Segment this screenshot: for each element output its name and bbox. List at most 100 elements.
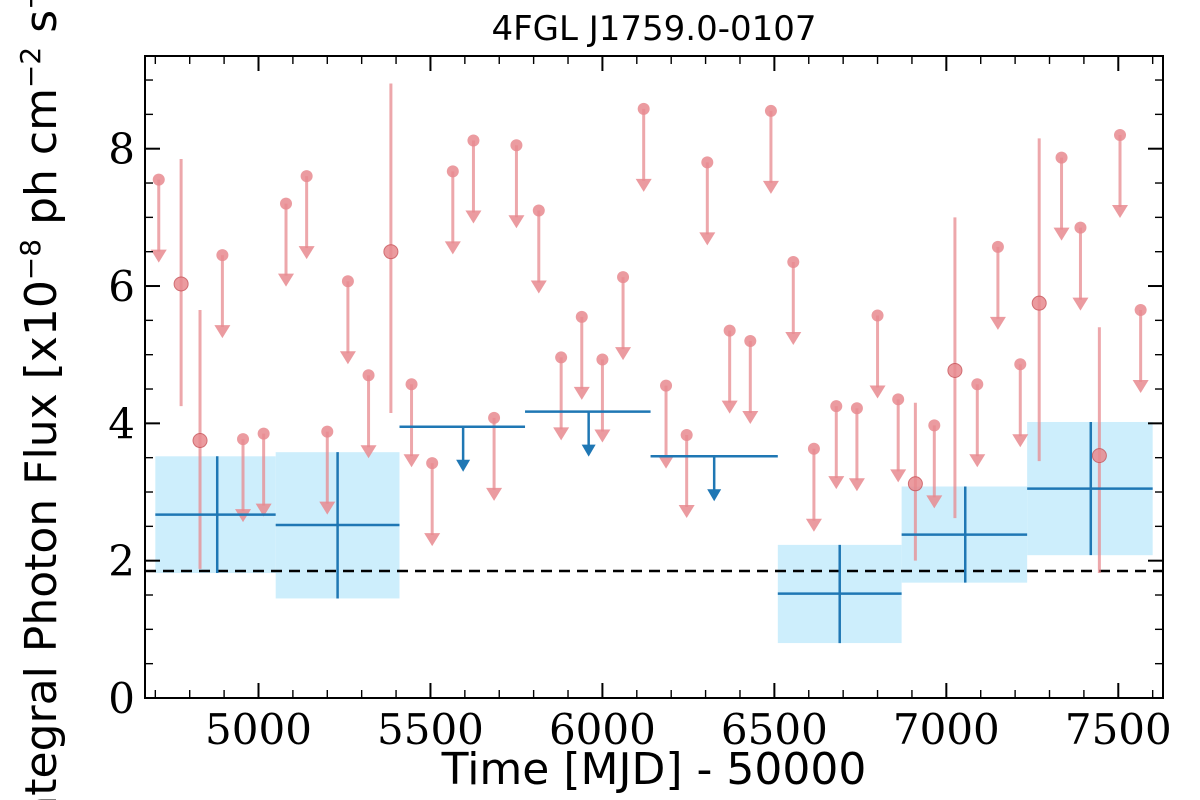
y-axis-label-end: s	[16, 10, 67, 47]
y-axis-label-exp3: −1	[14, 0, 47, 10]
short-bin-limit-point	[1055, 151, 1068, 164]
short-bin-limit-arrowhead	[360, 445, 377, 459]
short-bin-limit-point	[575, 310, 588, 323]
y-axis-label: Integral Photon Flux [x10−8 ph cm−2 s−1]	[14, 0, 67, 800]
short-bin-limit-arrowhead	[486, 487, 503, 501]
short-bin-limit-point	[807, 442, 820, 455]
long-bin-detection	[777, 544, 902, 644]
short-bin-limit-point	[1114, 128, 1127, 141]
short-bin-upper-limit	[699, 156, 716, 246]
short-bin-limit-point	[830, 400, 843, 413]
x-axis-label: Time [MJD] - 50000	[441, 744, 867, 795]
short-bin-limit-point	[341, 275, 354, 288]
short-bin-limit-point	[280, 197, 293, 210]
y-axis-label-exp2: −2	[14, 47, 47, 88]
short-bin-upper-limit	[635, 102, 652, 192]
short-bin-limit-arrowhead	[1053, 227, 1070, 241]
long-bin-limit-arrowhead	[707, 489, 722, 502]
short-bin-series	[150, 83, 1149, 574]
short-bin-limit-point	[744, 334, 757, 347]
long-bin-limit-arrowhead	[456, 459, 471, 472]
short-bin-upper-limit	[742, 334, 759, 424]
short-bin-limit-point	[510, 139, 523, 152]
short-bin-upper-limit	[1053, 151, 1070, 241]
x-tick-label: 5000	[205, 705, 312, 754]
y-tick-label: 0	[108, 674, 135, 723]
short-bin-upper-limit	[298, 170, 315, 260]
short-bin-upper-limit	[890, 393, 907, 483]
short-bin-limit-arrowhead	[805, 518, 822, 532]
short-bin-upper-limit	[828, 400, 845, 490]
short-bin-limit-arrowhead	[403, 454, 420, 468]
short-bin-upper-limit	[721, 324, 738, 414]
short-bin-upper-limit	[969, 378, 986, 468]
short-bin-upper-limit	[444, 165, 461, 255]
short-bin-limit-arrowhead	[1112, 204, 1129, 218]
short-bin-upper-limit	[573, 310, 590, 400]
y-tick-label: 4	[108, 399, 135, 448]
short-bin-upper-limit	[360, 369, 377, 459]
short-bin-limit-arrowhead	[1132, 380, 1149, 394]
short-bin-limit-point	[152, 173, 165, 186]
short-bin-limit-point	[555, 351, 568, 364]
short-bin-limit-arrowhead	[1072, 297, 1089, 311]
long-bin-limit-arrowhead	[581, 444, 596, 457]
short-bin-limit-point	[660, 379, 673, 392]
short-bin-upper-limit	[403, 378, 420, 468]
short-bin-limit-point	[871, 309, 884, 322]
y-axis-label-main: Integral Photon Flux [x10	[16, 280, 67, 800]
short-bin-limit-arrowhead	[214, 325, 231, 339]
short-bin-limit-arrowhead	[615, 347, 632, 361]
short-bin-limit-arrowhead	[508, 215, 525, 229]
y-tick-label: 8	[108, 125, 135, 174]
axis-ticks: 5000 5500 6000 6500 7000 7500 0 2 4 6 8	[108, 56, 1172, 754]
x-tick-label: 6000	[549, 705, 656, 754]
short-bin-limit-point	[637, 102, 650, 115]
short-bin-upper-limit	[1132, 304, 1149, 394]
short-bin-limit-point	[405, 378, 418, 391]
short-bin-upper-limit	[530, 204, 547, 294]
short-bin-limit-arrowhead	[848, 478, 865, 492]
short-bin-limit-point	[362, 369, 375, 382]
short-bin-upper-limit	[848, 402, 865, 492]
short-bin-limit-arrowhead	[969, 454, 986, 468]
short-bin-upper-limit	[553, 351, 570, 441]
short-bin-limit-point	[764, 104, 777, 117]
long-bin-detection	[1027, 421, 1153, 556]
short-bin-limit-point	[467, 134, 480, 147]
short-bin-limit-arrowhead	[926, 495, 943, 509]
y-tick-label: 6	[108, 262, 135, 311]
short-bin-upper-limit	[424, 457, 441, 547]
short-bin-limit-arrowhead	[298, 246, 315, 260]
short-bin-limit-arrowhead	[573, 386, 590, 400]
long-bin-upper-limit	[399, 425, 526, 472]
short-bin-upper-limit	[465, 134, 482, 224]
short-bin-upper-limit	[678, 429, 695, 519]
short-bin-limit-point	[617, 271, 630, 284]
short-bin-limit-arrowhead	[890, 469, 907, 483]
long-bin-upper-limit	[525, 410, 651, 457]
short-bin-detection	[192, 310, 208, 569]
short-bin-upper-limit	[785, 255, 802, 345]
short-bin-point	[1031, 295, 1047, 311]
short-bin-limit-arrowhead	[699, 232, 716, 246]
short-bin-limit-arrowhead	[762, 180, 779, 194]
short-bin-limit-point	[237, 433, 250, 446]
short-bin-upper-limit	[339, 275, 356, 365]
y-tick-label: 2	[108, 537, 135, 586]
short-bin-limit-arrowhead	[869, 385, 886, 399]
short-bin-upper-limit	[278, 197, 295, 287]
long-bin-detection	[155, 456, 276, 574]
short-bin-limit-point	[850, 402, 863, 415]
short-bin-detection	[173, 158, 189, 407]
short-bin-limit-point	[1074, 221, 1087, 234]
short-bin-limit-arrowhead	[721, 400, 738, 414]
short-bin-limit-arrowhead	[530, 280, 547, 294]
short-bin-upper-limit	[989, 240, 1006, 330]
short-bin-upper-limit	[805, 442, 822, 532]
short-bin-limit-arrowhead	[278, 273, 295, 287]
x-tick-label: 6500	[721, 705, 828, 754]
short-bin-limit-arrowhead	[678, 505, 695, 519]
short-bin-limit-point	[1134, 304, 1147, 317]
